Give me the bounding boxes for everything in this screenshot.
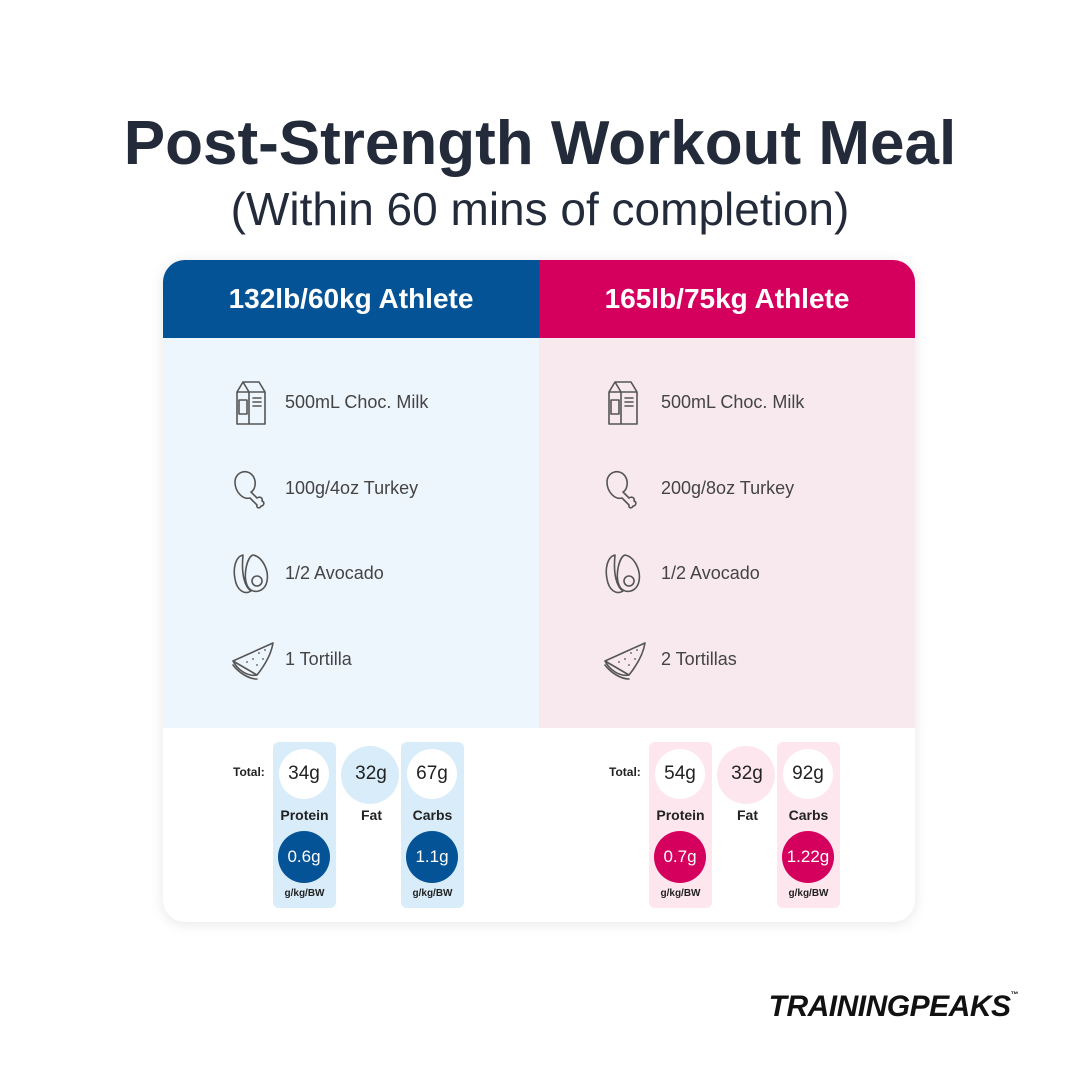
total-label: Total: [609, 765, 641, 779]
per-kg-unit: g/kg/BW [788, 888, 829, 899]
food-icon-graphic [608, 381, 638, 425]
food-item: 1/2 Avocado [661, 563, 760, 583]
per-kg-unit: g/kg/BW [660, 888, 701, 899]
macro-label: Protein [656, 807, 705, 823]
per-kg-value: 0.6g [278, 831, 330, 883]
food-icon [601, 635, 651, 688]
total-label: Total: [233, 765, 265, 779]
food-icon [229, 549, 273, 602]
food-item: 1 Tortilla [285, 648, 352, 669]
food-icon-graphic [606, 470, 637, 509]
subtitle: (Within 60 mins of completion) [230, 183, 850, 235]
macro-label: Carbs [412, 807, 453, 823]
food-item: 200g/8oz Turkey [661, 477, 795, 498]
food-icon-graphic [236, 381, 266, 425]
food-icon-graphic [232, 641, 274, 680]
per-kg-unit: g/kg/BW [284, 888, 325, 899]
macro-label: Protein [280, 807, 329, 823]
logo-text: TRAININGPEAKS [768, 990, 1011, 1023]
food-item: 1/2 Avocado [285, 563, 384, 583]
meal-card: 132lb/60kg Athlete 500mL Choc. Milk 100g/4… [163, 260, 915, 922]
macro-label: Fat [737, 807, 758, 823]
food-icon-graphic [605, 554, 641, 594]
macro-label: Carbs [788, 807, 829, 823]
macro-value: 54g [655, 749, 705, 799]
macro-label: Fat [361, 807, 382, 823]
title: Post-Strength Workout Meal [123, 109, 957, 178]
per-kg-value: 0.7g [654, 831, 706, 883]
food-icon [601, 549, 645, 602]
food-icon [229, 464, 273, 517]
per-kg-value: 1.1g [406, 831, 458, 883]
column-heading: 132lb/60kg Athlete [163, 260, 539, 338]
column-body: 500mL Choc. Milk 100g/4oz Turkey 1/2 Avoca… [163, 338, 539, 728]
macro-value: 32g [346, 749, 396, 799]
food-item: 100g/4oz Turkey [285, 477, 419, 498]
per-kg-unit: g/kg/BW [412, 888, 453, 899]
macro-value: 32g [722, 749, 772, 799]
column-heading: 165lb/75kg Athlete [539, 260, 915, 338]
food-icon [229, 378, 273, 431]
macro-value: 92g [783, 749, 833, 799]
food-item: 500mL Choc. Milk [661, 392, 805, 412]
food-icon-graphic [234, 470, 265, 509]
food-icon-graphic [604, 641, 646, 680]
food-icon-graphic [233, 554, 269, 594]
macro-value: 67g [407, 749, 457, 799]
macro-value: 34g [279, 749, 329, 799]
column-body: 500mL Choc. Milk 200g/8oz Turkey 1/2 Avoca… [539, 338, 915, 728]
food-item: 2 Tortillas [661, 648, 737, 669]
food-icon [601, 464, 645, 517]
per-kg-value: 1.22g [782, 831, 834, 883]
food-item: 500mL Choc. Milk [285, 392, 429, 412]
logo: TRAININGPEAKS™ [768, 990, 1019, 1024]
food-icon [601, 378, 645, 431]
food-icon [229, 635, 279, 688]
trademark: ™ [1010, 990, 1019, 999]
